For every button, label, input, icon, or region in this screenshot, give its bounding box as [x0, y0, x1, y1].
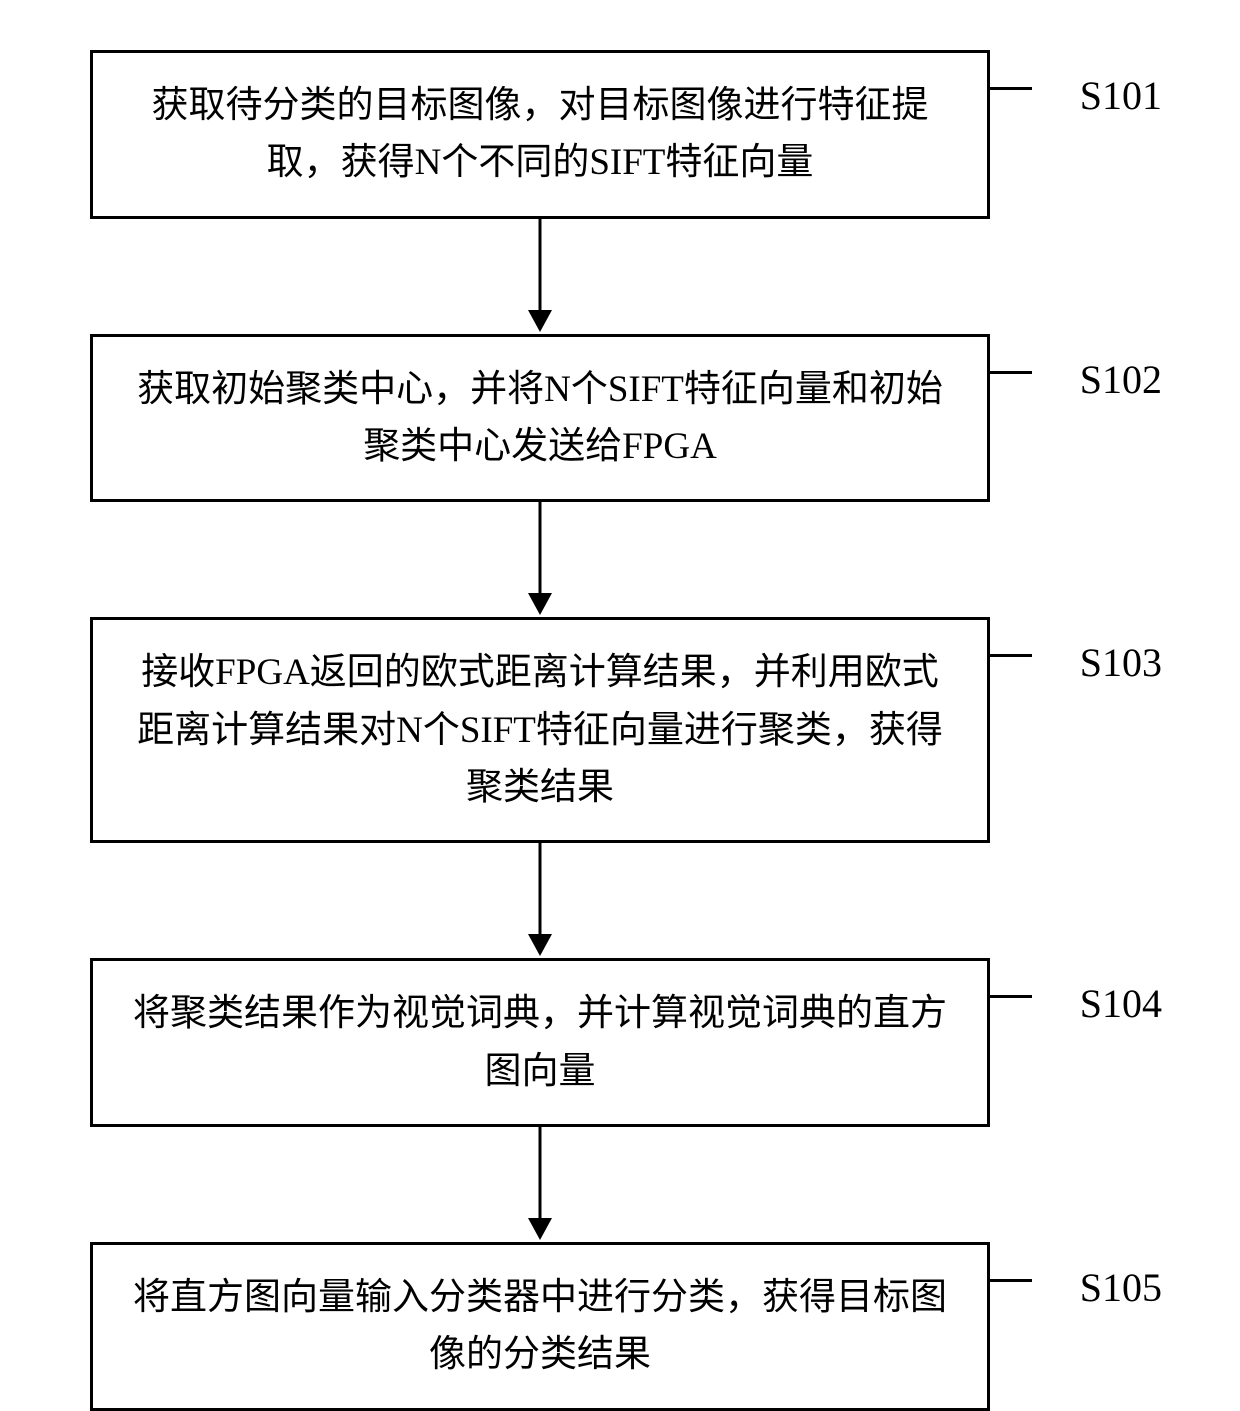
label-connector-1 [987, 87, 1032, 90]
step-text-4: 将聚类结果作为视觉词典，并计算视觉词典的直方图向量 [133, 985, 947, 1100]
step-label-5: S105 [1080, 1257, 1162, 1319]
arrow-icon [525, 843, 555, 958]
step-box-4: 将聚类结果作为视觉词典，并计算视觉词典的直方图向量 S104 [90, 958, 990, 1127]
arrow-icon [525, 1127, 555, 1242]
label-connector-4 [987, 995, 1032, 998]
step-label-2: S102 [1080, 349, 1162, 411]
step-box-3: 接收FPGA返回的欧式距离计算结果，并利用欧式距离计算结果对N个SIFT特征向量… [90, 617, 990, 843]
step-label-4: S104 [1080, 973, 1162, 1035]
arrow-icon [525, 219, 555, 334]
arrow-2-3 [90, 502, 990, 617]
step-box-2: 获取初始聚类中心，并将N个SIFT特征向量和初始聚类中心发送给FPGA S102 [90, 334, 990, 503]
label-connector-2 [987, 371, 1032, 374]
step-label-1: S101 [1080, 65, 1162, 127]
step-text-5: 将直方图向量输入分类器中进行分类，获得目标图像的分类结果 [133, 1269, 947, 1384]
step-text-3: 接收FPGA返回的欧式距离计算结果，并利用欧式距离计算结果对N个SIFT特征向量… [123, 644, 957, 816]
step-text-1: 获取待分类的目标图像，对目标图像进行特征提取，获得N个不同的SIFT特征向量 [133, 77, 947, 192]
arrow-4-5 [90, 1127, 990, 1242]
arrow-1-2 [90, 219, 990, 334]
step-box-5: 将直方图向量输入分类器中进行分类，获得目标图像的分类结果 S105 [90, 1242, 990, 1411]
label-connector-3 [987, 654, 1032, 657]
arrow-icon [525, 502, 555, 617]
step-box-1: 获取待分类的目标图像，对目标图像进行特征提取，获得N个不同的SIFT特征向量 S… [90, 50, 990, 219]
arrow-3-4 [90, 843, 990, 958]
label-connector-5 [987, 1279, 1032, 1282]
flowchart-container: 获取待分类的目标图像，对目标图像进行特征提取，获得N个不同的SIFT特征向量 S… [90, 50, 1150, 1411]
step-text-2: 获取初始聚类中心，并将N个SIFT特征向量和初始聚类中心发送给FPGA [133, 361, 947, 476]
step-label-3: S103 [1080, 632, 1162, 694]
